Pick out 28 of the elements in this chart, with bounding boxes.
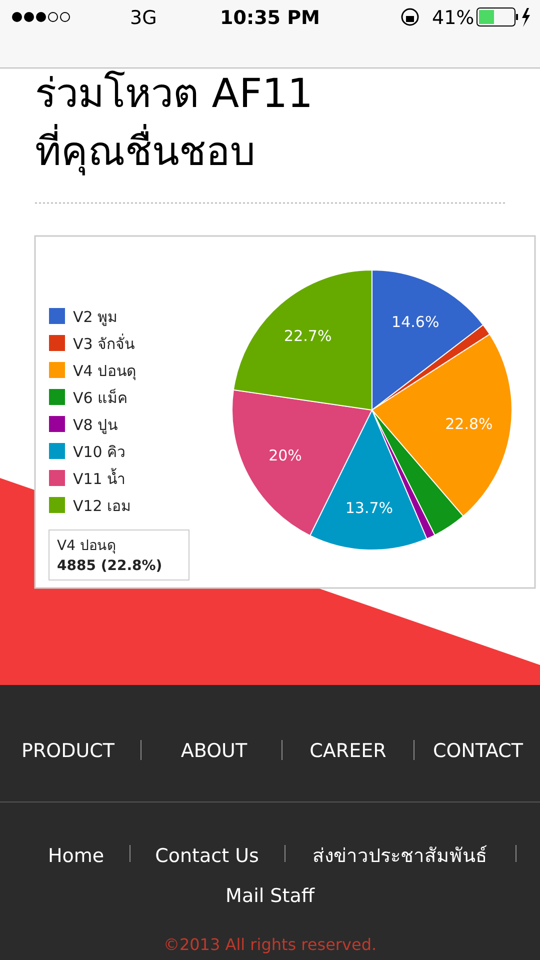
data-label: 14.6%: [392, 313, 440, 332]
legend-label: V6 แม็ค: [73, 388, 128, 407]
chart-title: ร่วมโหวต AF11 ที่คุณชื่นชอบ: [35, 71, 313, 176]
text: Mail Staff: [226, 885, 316, 907]
text: ส่งข่าวประชาสัมพันธ์: [312, 845, 488, 867]
legend-label: V11 น้ำ: [73, 468, 126, 488]
text: CONTACT: [432, 740, 524, 762]
legend-label: V10 คิว: [73, 443, 126, 461]
text: 3G: [130, 7, 157, 29]
text: Contact Us: [155, 845, 259, 867]
text: ABOUT: [180, 740, 248, 762]
data-label: 22.8%: [445, 415, 493, 434]
text: 10:35 PM: [220, 7, 320, 29]
data-label: 22.7%: [284, 326, 332, 345]
legend-label: V4 ปอนดุ: [73, 362, 137, 381]
data-label: 20%: [268, 446, 302, 465]
legend-label: V12 เอม: [73, 497, 132, 515]
text: PRODUCT: [21, 740, 115, 762]
text: 41%: [432, 7, 474, 29]
text: ©2013 All rights reserved.: [163, 935, 377, 954]
text: Home: [48, 845, 104, 867]
text: V4 ปอนดุ: [57, 538, 116, 554]
legend-label: V8 ปูน: [73, 416, 118, 434]
data-label: 13.7%: [345, 498, 394, 517]
text: 4885 (22.8%): [57, 558, 162, 574]
legend-label: V3 จักจั่น: [73, 333, 135, 353]
text: CAREER: [310, 740, 386, 762]
legend-label: V2 พูม: [73, 308, 118, 326]
